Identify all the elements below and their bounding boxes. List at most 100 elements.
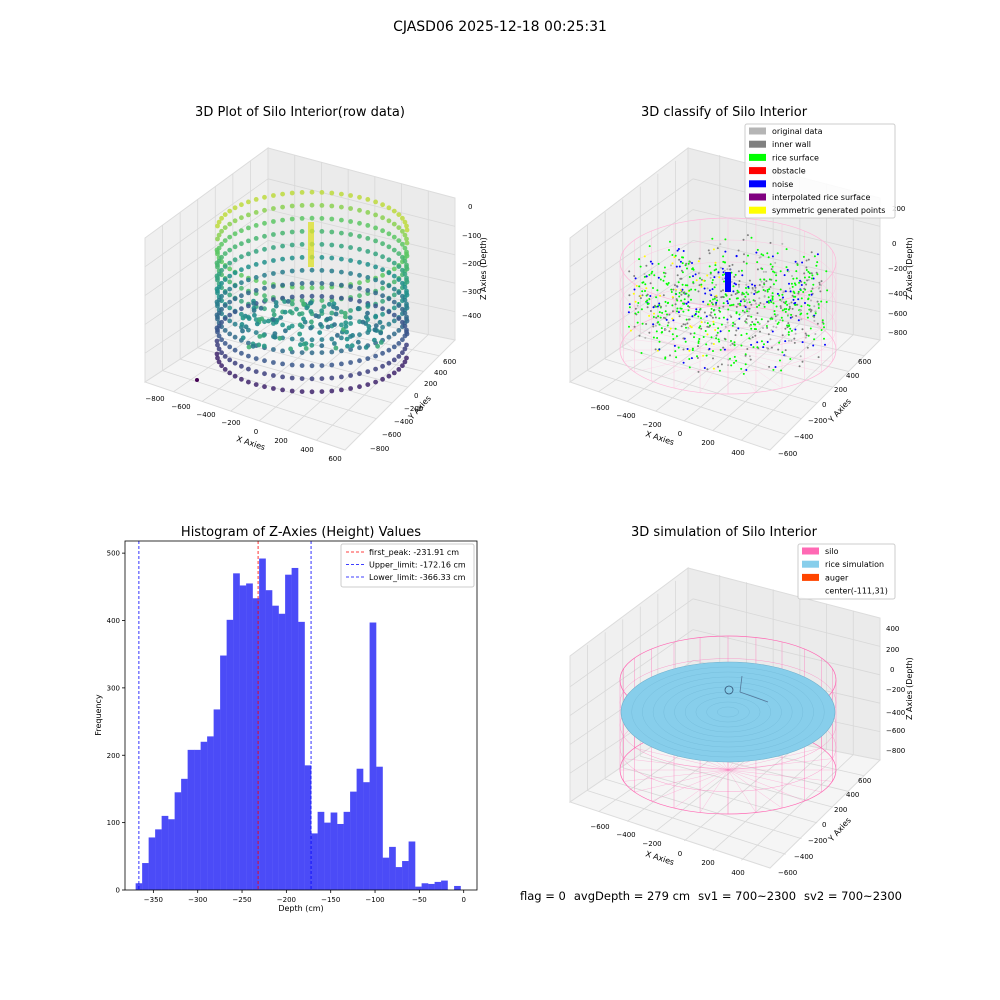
raw-point <box>309 350 315 356</box>
classify-point <box>738 317 741 320</box>
hist-bar <box>259 558 266 890</box>
raw-point-cloud <box>214 189 410 395</box>
raw-point <box>348 284 353 289</box>
raw-point <box>402 359 408 365</box>
raw-point <box>391 273 397 279</box>
raw-point <box>227 292 233 298</box>
classify-point <box>648 331 651 334</box>
raw-point <box>227 318 233 324</box>
hist-bar <box>441 880 448 890</box>
raw-point <box>273 300 279 305</box>
raw-point <box>274 317 280 323</box>
classify-point <box>808 276 811 279</box>
classify-point <box>722 316 725 319</box>
raw-ztick: −400 <box>462 312 481 320</box>
classify-point <box>756 268 759 271</box>
raw-point <box>219 241 225 247</box>
raw-point <box>402 297 408 303</box>
raw-point <box>301 301 306 307</box>
raw-point <box>239 215 244 221</box>
raw-point <box>280 191 285 197</box>
classify-point <box>641 322 644 325</box>
raw-point <box>357 371 362 377</box>
raw-point <box>309 215 315 221</box>
silo-spoke <box>727 758 833 771</box>
raw-point <box>289 242 295 248</box>
classify-point <box>640 352 643 354</box>
raw-point <box>271 219 276 224</box>
classify-point <box>764 289 767 292</box>
raw-point <box>380 254 385 260</box>
raw-point <box>335 333 340 338</box>
raw-point <box>329 388 335 394</box>
classify-point <box>782 291 785 294</box>
raw-point <box>380 376 385 382</box>
grid-line <box>267 209 456 256</box>
raw-point <box>396 303 402 308</box>
raw-point <box>227 370 233 376</box>
classify-point <box>735 305 738 308</box>
classify-point <box>746 348 749 350</box>
classify-point <box>685 318 688 321</box>
classify-point <box>658 311 661 314</box>
classify-yticks: −600 −400 −200 0 200 400 600 <box>778 358 871 458</box>
classify-point <box>760 318 763 321</box>
silo-spoke <box>727 769 833 782</box>
raw-point <box>339 217 344 223</box>
sim-ylabel: Y Axies <box>826 816 853 844</box>
raw-point <box>396 277 402 282</box>
classify-point <box>759 330 761 333</box>
classify-point <box>690 326 693 329</box>
classify-point <box>686 322 689 325</box>
raw-point <box>404 266 410 272</box>
classify-point <box>678 295 681 298</box>
hist-bar <box>337 823 344 890</box>
hist-bar <box>148 837 156 890</box>
classify-point <box>729 357 731 360</box>
raw-point <box>253 330 259 335</box>
raw-point <box>366 327 372 333</box>
raw-point <box>246 238 251 244</box>
classify-point <box>787 333 790 336</box>
classify-point <box>802 291 805 293</box>
classify-point <box>789 358 792 360</box>
classify-point <box>810 251 813 254</box>
classify-point <box>713 297 716 300</box>
classify-point <box>717 271 720 274</box>
classify-point <box>742 298 745 301</box>
raw-point <box>380 298 385 304</box>
classify-point <box>807 278 810 281</box>
svg-text:−400: −400 <box>886 709 905 717</box>
classify-point <box>817 356 820 359</box>
raw-point <box>386 309 392 315</box>
classify-point <box>724 325 727 328</box>
hist-bar <box>285 574 292 890</box>
raw-point <box>214 351 220 357</box>
classify-point <box>782 301 785 304</box>
classify-point <box>730 364 733 367</box>
raw-point <box>357 246 362 252</box>
sim-center-marker <box>724 685 734 695</box>
raw-point <box>319 268 325 273</box>
raw-point <box>339 309 344 315</box>
classify-point <box>690 357 693 360</box>
raw-point <box>304 305 310 311</box>
raw-point <box>365 249 371 254</box>
raw-point <box>380 324 385 330</box>
raw-xtick: −600 <box>171 403 190 411</box>
sim-legend-label: rice simulation <box>825 560 884 569</box>
classify-point <box>734 334 737 337</box>
classify-point <box>794 301 797 304</box>
silo-spoke <box>699 307 729 351</box>
classify-point <box>687 262 690 265</box>
classify-point <box>785 266 788 269</box>
classify-point <box>760 280 763 283</box>
classify-point <box>810 272 813 275</box>
classify-point <box>799 309 802 312</box>
classify-point <box>755 302 757 305</box>
raw-point <box>262 285 267 291</box>
raw-point <box>400 267 405 273</box>
classify-point <box>653 304 656 307</box>
classify-point <box>813 255 816 258</box>
classify-point <box>639 297 642 300</box>
